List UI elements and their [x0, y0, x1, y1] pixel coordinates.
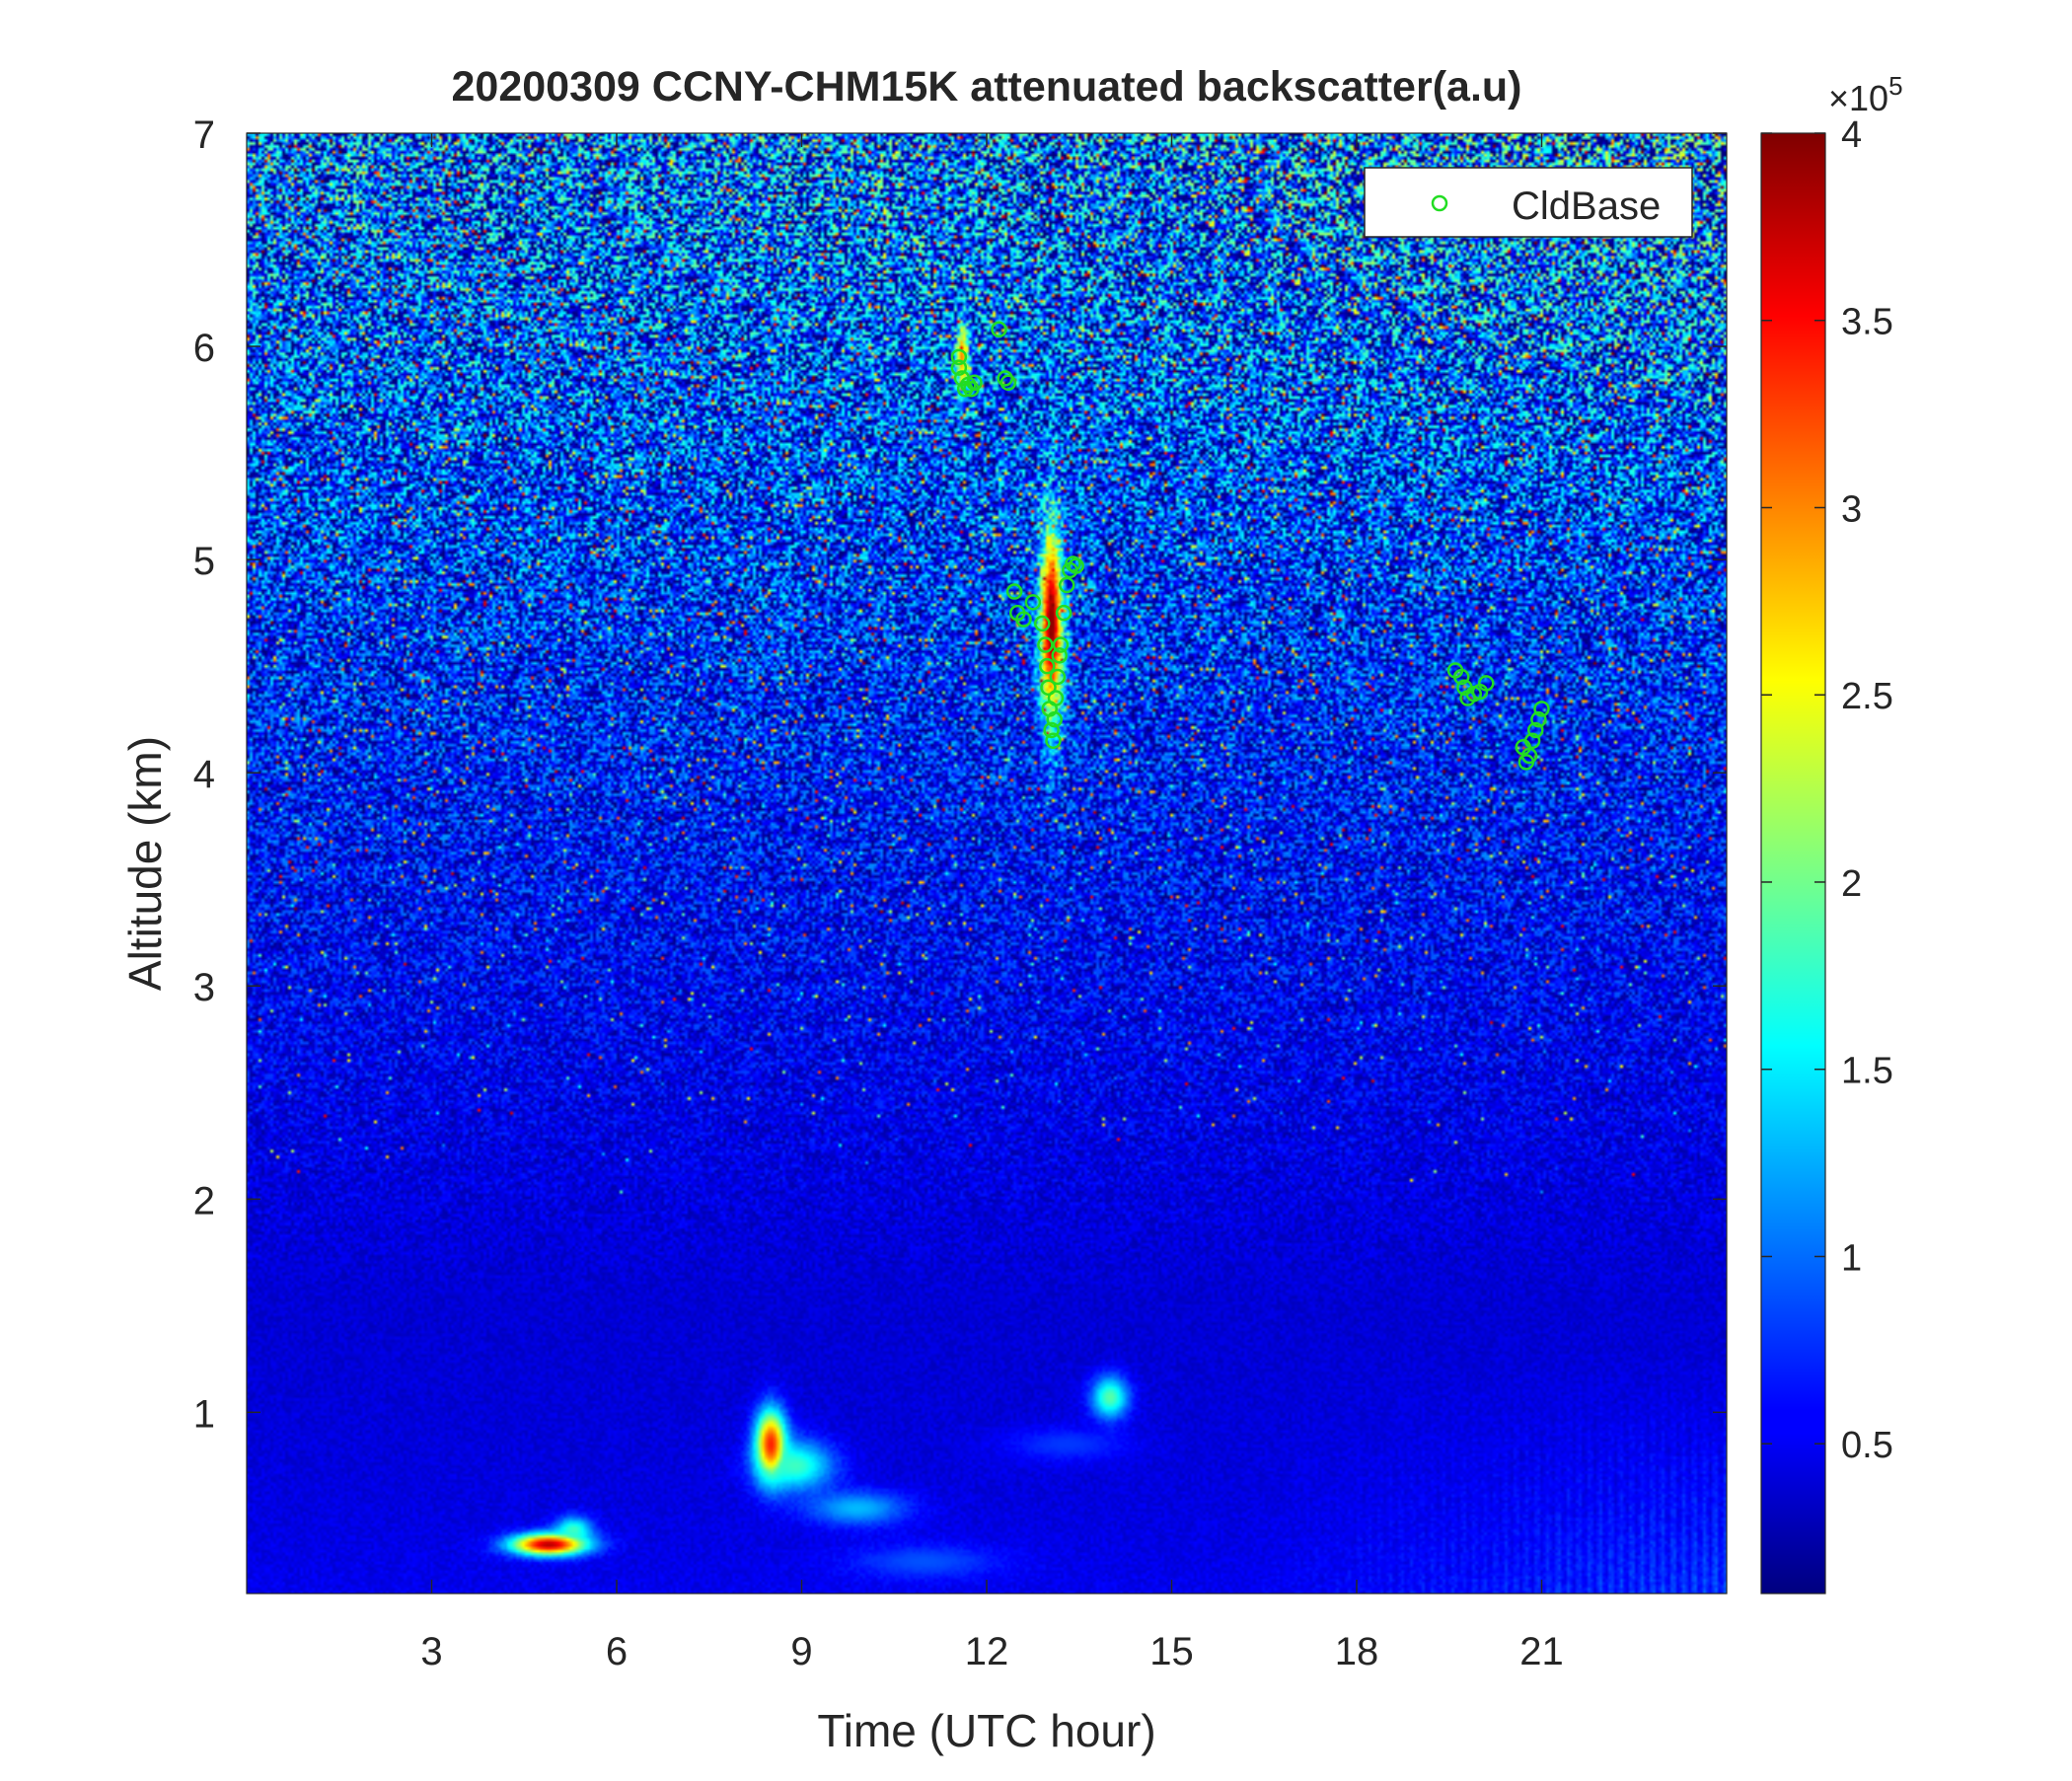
y-tick-label: 7 [193, 113, 215, 157]
y-tick-label: 4 [193, 753, 215, 796]
x-tick-label: 18 [1335, 1630, 1379, 1673]
colorbar-tick-label: 2 [1841, 863, 1862, 905]
cloud-base-point [1068, 557, 1084, 574]
cloud-base-point [1040, 679, 1057, 697]
legend: CldBase [1364, 167, 1693, 238]
colorbar-frame [1760, 132, 1826, 1595]
legend-marker-icon [1431, 194, 1448, 212]
cloud-base-point [1024, 594, 1042, 611]
colorbar-tick-label: 4 [1841, 114, 1862, 156]
cloud-base-point [950, 348, 968, 366]
cloud-base-point [1052, 636, 1070, 653]
cloud-base-point [1039, 657, 1056, 675]
cloud-base-point [1520, 747, 1538, 765]
colorbar-tick-label: 2.5 [1841, 676, 1893, 717]
cloud-base-point [1055, 604, 1073, 622]
y-tick-label: 3 [193, 966, 215, 1009]
cloud-base-point [1045, 732, 1062, 750]
colorbar-multiplier: ×105 [1828, 71, 1903, 118]
colorbar-tick-label: 3 [1841, 488, 1862, 530]
y-tick-label: 1 [193, 1392, 215, 1436]
x-tick-label: 3 [420, 1630, 442, 1673]
cloud-base-point [1527, 721, 1544, 739]
x-axis-ticks: 3 6 9 12 15 18 21 [420, 133, 1564, 1673]
cloud-base-point [1530, 710, 1547, 728]
chart-title: 20200309 CCNY-CHM15K attenuated backscat… [452, 63, 1522, 111]
cloud-base-point [1523, 732, 1541, 750]
cloud-base-point [1059, 576, 1075, 594]
cloud-base-points [950, 321, 1550, 771]
colorbar-tick-label: 0.5 [1841, 1425, 1893, 1466]
cloud-base-point [1005, 583, 1023, 600]
cloud-base-point [1453, 668, 1470, 686]
cloud-base-point [1065, 556, 1081, 572]
x-axis-label: Time (UTC hour) [817, 1705, 1155, 1756]
cloud-base-point [999, 374, 1017, 392]
cloud-base-point [1034, 615, 1051, 632]
cloud-base-point [1047, 690, 1065, 706]
colorbar-ticks: 0.5 1 1.5 2 2.5 3 3.5 4 [1761, 114, 1893, 1466]
legend-box [1364, 167, 1693, 238]
x-tick-label: 9 [790, 1630, 812, 1673]
cloud-base-point [1051, 647, 1068, 664]
colorbar-tick-label: 1.5 [1841, 1051, 1893, 1092]
cloud-base-point [1478, 675, 1495, 692]
cloud-base-point [1049, 668, 1067, 686]
y-tick-label: 6 [193, 327, 215, 370]
cloud-base-point [991, 321, 1007, 338]
backscatter-heatmap [247, 133, 1727, 1594]
y-axis-ticks: 1 2 3 4 5 6 7 [193, 113, 1727, 1436]
cloud-base-point [1043, 721, 1060, 739]
x-tick-label: 15 [1149, 1630, 1194, 1673]
colorbar-tick-label: 3.5 [1841, 302, 1893, 343]
x-tick-label: 21 [1519, 1630, 1564, 1673]
cloud-base-point [966, 374, 983, 392]
x-tick-label: 12 [965, 1630, 1009, 1673]
cloud-base-point [950, 359, 968, 376]
colorbar [1761, 133, 1825, 1594]
colorbar-tick-label: 1 [1841, 1237, 1862, 1279]
x-tick-label: 6 [606, 1630, 628, 1673]
y-tick-label: 5 [193, 540, 215, 583]
cloud-base-point [1046, 710, 1063, 728]
y-tick-label: 2 [193, 1179, 215, 1223]
cloud-base-point [1015, 611, 1032, 628]
cloud-base-point [1533, 701, 1550, 717]
y-axis-label: Altitude (km) [119, 736, 171, 991]
legend-label-cldbase: CldBase [1512, 185, 1661, 228]
cloud-base-point [1037, 636, 1054, 653]
